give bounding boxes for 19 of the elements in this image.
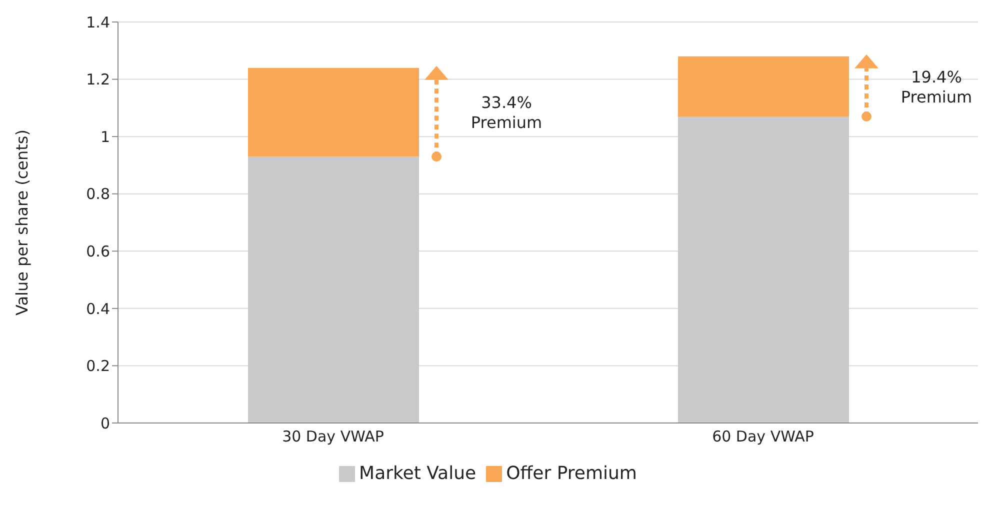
y-tick-label: 0.2 xyxy=(86,357,110,376)
x-tick-label: 30 Day VWAP xyxy=(282,428,384,446)
bar xyxy=(248,68,419,157)
y-tick-label: 1 xyxy=(100,128,110,146)
bar xyxy=(248,156,419,423)
x-tick-label: 60 Day VWAP xyxy=(712,428,814,446)
y-tick-label: 1.4 xyxy=(86,13,110,32)
legend-label: Market Value xyxy=(359,463,476,484)
y-tick-label: 0.4 xyxy=(86,300,110,318)
legend-label: Offer Premium xyxy=(506,463,637,484)
y-axis-title: Value per share (cents) xyxy=(12,130,32,316)
bar xyxy=(678,116,849,423)
bar xyxy=(678,56,849,117)
annotation: 33.4% Premium xyxy=(470,93,542,132)
y-tick-label: 0.8 xyxy=(86,185,110,204)
y-tick-label: 1.2 xyxy=(86,70,110,89)
y-tick-label: 0 xyxy=(100,414,110,432)
y-tick-label: 0.6 xyxy=(86,242,110,260)
annotation: 19.4% Premium xyxy=(900,67,972,106)
